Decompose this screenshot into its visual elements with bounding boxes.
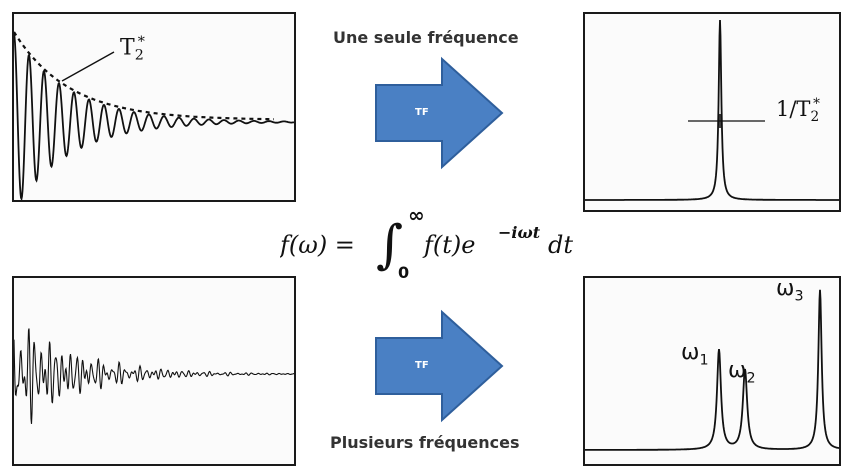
fid-multi-signal — [14, 328, 294, 424]
fid-single-panel — [12, 12, 296, 202]
omega-2-label: ω2 — [728, 358, 756, 387]
fourier-transform-arrow-bottom — [375, 309, 504, 423]
fid-single-envelope — [14, 31, 274, 121]
tf-label-bottom: TF — [415, 360, 429, 371]
tf-label-top: TF — [415, 107, 429, 118]
spectrum-multi-plot — [585, 289, 839, 451]
fid-single-plot — [14, 31, 294, 200]
formula-lower-limit: 0 — [398, 263, 409, 280]
spectrum-single-line — [585, 19, 839, 201]
t2-star-pointer — [61, 51, 115, 82]
spectrum-single-panel — [583, 12, 841, 212]
multiple-frequencies-caption: Plusieurs fréquences — [330, 433, 520, 452]
formula-exponent: −iωt — [498, 223, 541, 242]
spectrum-multi-line — [585, 289, 839, 451]
linewidth-label: 1/T2* — [776, 96, 820, 126]
spectrum-multi-panel — [583, 276, 841, 466]
fid-multi-panel — [12, 276, 296, 466]
formula-lhs: f(ω) = — [280, 231, 355, 259]
spectrum-single-plot — [585, 19, 839, 201]
omega-1-label: ω1 — [681, 340, 709, 369]
fid-single-signal — [14, 33, 294, 200]
t2-star-label: T2* — [120, 34, 145, 64]
formula-integral-sign: ∫ — [376, 215, 403, 275]
omega-3-label: ω3 — [776, 276, 804, 305]
fid-multi-plot — [14, 328, 294, 424]
single-frequency-caption: Une seule fréquence — [333, 28, 519, 47]
formula-integrand: f(t)e — [422, 231, 475, 259]
fourier-transform-formula: f(ω) = ∫ ∞ 0 f(t)e −iωt dt — [280, 203, 573, 280]
formula-upper-limit: ∞ — [408, 203, 425, 227]
formula-dt: dt — [548, 231, 573, 259]
fourier-transform-arrow-top — [375, 56, 504, 170]
